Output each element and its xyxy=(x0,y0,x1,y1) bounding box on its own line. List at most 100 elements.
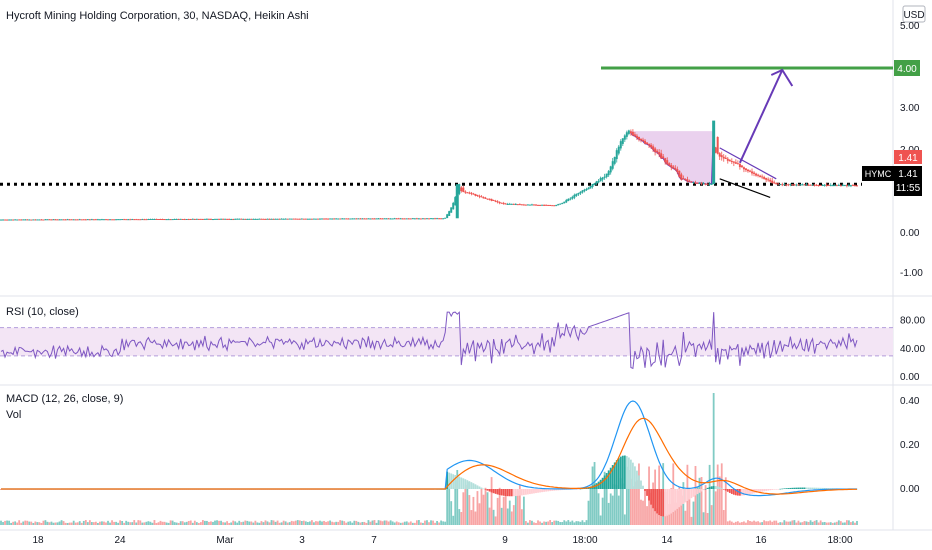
macd-pane[interactable] xyxy=(0,393,858,525)
volume-bar xyxy=(644,490,646,525)
volume-bar xyxy=(157,522,160,525)
price-pane[interactable] xyxy=(0,66,893,221)
candle-body xyxy=(256,218,259,220)
volume-bar xyxy=(799,522,802,525)
volume-bar xyxy=(36,522,39,525)
volume-bar xyxy=(373,520,376,525)
channel-upper-line xyxy=(719,147,777,180)
volume-bar xyxy=(109,522,111,525)
volume-bar xyxy=(323,520,325,525)
candle-body xyxy=(765,177,768,180)
volume-bar xyxy=(684,510,687,525)
volume-bar xyxy=(254,520,257,525)
volume-bar xyxy=(105,522,107,525)
candle-body xyxy=(744,168,747,171)
candle-body xyxy=(331,218,334,220)
volume-bar xyxy=(18,520,21,525)
volume-bar xyxy=(563,520,566,525)
candle-body xyxy=(625,132,628,137)
rsi-tick-label: 40.00 xyxy=(900,344,925,355)
candle-body xyxy=(425,218,428,220)
macd-histogram-bar xyxy=(599,479,602,489)
volume-bar xyxy=(700,477,703,525)
candle-body xyxy=(179,218,182,220)
candle-body xyxy=(833,185,836,187)
volume-bar xyxy=(434,522,436,525)
volume-bar xyxy=(74,522,77,525)
candle-body xyxy=(181,218,184,220)
volume-bar xyxy=(632,486,634,525)
volume-bar xyxy=(306,521,309,525)
volume-bar xyxy=(117,522,120,525)
candle-body xyxy=(185,218,188,220)
volume-bar xyxy=(220,520,222,525)
candle-body xyxy=(159,218,162,220)
rsi-pane[interactable] xyxy=(0,311,893,370)
candle-body xyxy=(44,219,47,221)
macd-histogram-bar xyxy=(500,489,503,496)
candle-body xyxy=(282,218,285,220)
candle-body xyxy=(773,182,776,184)
macd-histogram-bar xyxy=(535,489,537,494)
candle-body xyxy=(650,144,653,148)
candle-body xyxy=(617,146,620,154)
candle-body xyxy=(847,184,850,186)
volume-bar xyxy=(738,522,741,525)
volume-bar xyxy=(127,521,130,525)
candle-body xyxy=(151,218,154,220)
volume-bar xyxy=(335,521,338,525)
volume-bar xyxy=(4,520,6,525)
volume-bar xyxy=(470,510,473,525)
candle-body xyxy=(670,165,673,168)
candle-body xyxy=(785,184,788,186)
time-tick-label: 16 xyxy=(755,535,767,546)
volume-bar xyxy=(284,521,287,525)
macd-histogram-bar xyxy=(654,489,657,512)
volume-bar xyxy=(30,521,33,525)
volume-bar xyxy=(103,521,105,525)
macd-histogram-bar xyxy=(815,487,818,489)
candle-body xyxy=(258,218,261,220)
volume-bar xyxy=(789,521,792,525)
candle-body xyxy=(355,218,358,220)
macd-histogram-bar xyxy=(450,473,453,489)
volume-bar xyxy=(428,522,430,525)
volume-bar xyxy=(224,522,226,525)
macd-histogram-bar xyxy=(803,487,806,489)
candle-body xyxy=(672,166,675,169)
currency-label[interactable]: USD xyxy=(903,10,924,21)
volume-bar xyxy=(141,522,144,525)
volume-bar xyxy=(646,506,648,525)
time-tick-label: 24 xyxy=(114,535,126,546)
volume-bar xyxy=(783,520,786,525)
candle-body xyxy=(565,200,568,203)
macd-histogram-bar xyxy=(621,455,624,489)
volume-bar xyxy=(535,522,537,525)
volume-bar xyxy=(341,520,344,525)
candle-body xyxy=(74,219,77,221)
macd-histogram-bar xyxy=(484,489,487,490)
candle-body xyxy=(290,218,293,220)
volume-bar xyxy=(369,521,372,525)
volume-bar xyxy=(183,522,186,525)
volume-bar xyxy=(12,521,15,525)
candle-body xyxy=(841,185,844,187)
volume-bar xyxy=(210,521,212,525)
candle-body xyxy=(609,166,612,173)
candle-body xyxy=(454,197,457,206)
candle-body xyxy=(205,218,208,220)
candle-body xyxy=(658,152,661,155)
macd-histogram-bar xyxy=(682,489,685,504)
macd-histogram-bar xyxy=(527,489,529,495)
candle-body xyxy=(460,187,463,192)
macd-histogram-bar xyxy=(456,475,459,489)
volume-bar xyxy=(460,512,463,525)
macd-histogram-bar xyxy=(813,487,816,489)
macd-histogram-bar xyxy=(757,489,759,493)
candle-body xyxy=(571,196,574,199)
macd-histogram-bar xyxy=(755,489,757,493)
rsi-line xyxy=(0,311,858,370)
currency-box[interactable] xyxy=(902,5,926,23)
volume-bar xyxy=(131,522,134,525)
